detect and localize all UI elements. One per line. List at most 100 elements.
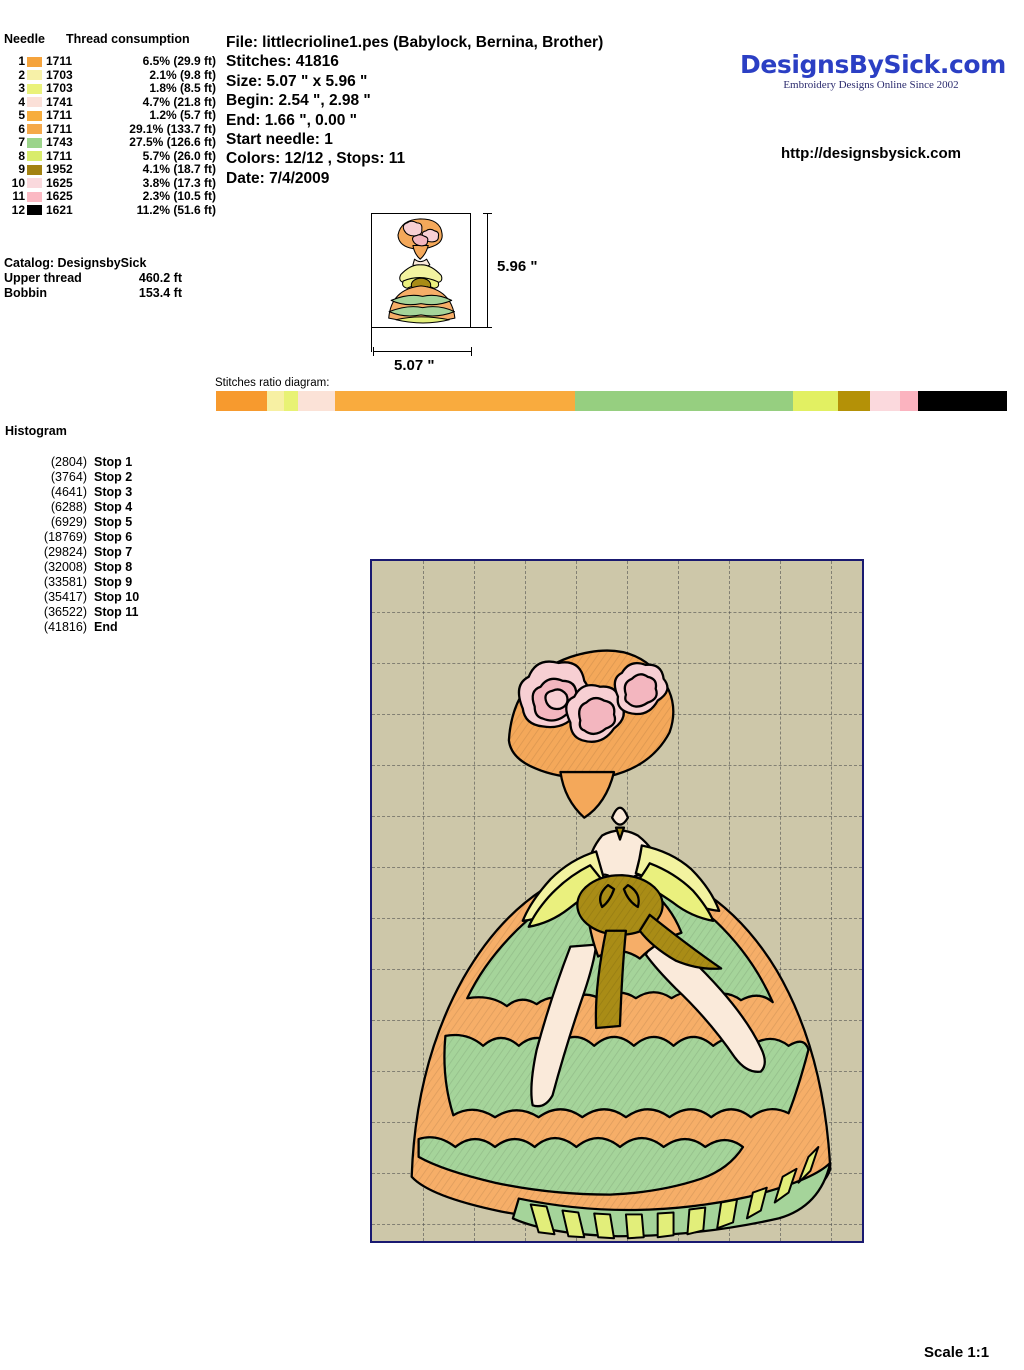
stitches-line: Stitches: 41816	[226, 53, 339, 71]
needle-index: 11	[12, 189, 25, 203]
dimension-tick-right	[471, 347, 472, 356]
grid-line-vertical	[474, 561, 475, 1241]
logo-wordmark-text: DesignsBySick.com	[740, 50, 1006, 79]
histogram-stop-label: Stop 4	[94, 500, 133, 514]
thread-code: 1741	[46, 94, 73, 109]
thread-code: 1703	[46, 81, 73, 95]
thread-color-swatch	[27, 83, 42, 94]
thread-code: 1625	[46, 175, 73, 190]
bonnet-chin	[559, 770, 616, 819]
dimension-extension-left	[371, 327, 372, 352]
needle-row: 1 1711 6.5% (29.9 ft)	[4, 54, 220, 69]
dress-hem-pleats	[511, 1146, 832, 1240]
histogram-row: (4641) Stop 3	[5, 485, 195, 500]
scale-label: Scale 1:1	[924, 1344, 990, 1361]
grid-line-vertical	[423, 561, 424, 1241]
needle-index: 1	[18, 54, 25, 68]
histogram-count: (35417)	[43, 590, 87, 604]
grid-line-vertical	[780, 561, 781, 1241]
stitches-ratio-bar	[216, 391, 1007, 411]
column-header-thread-consumption: Thread consumption	[66, 32, 190, 46]
histogram-title: Histogram	[5, 424, 67, 438]
designsbysick-logo[interactable]: DesignsBySick.com Embroidery Designs Onl…	[740, 52, 1006, 92]
site-url-text[interactable]: http://designsbysick.com	[780, 145, 962, 162]
catalog-summary: Catalog: DesignsbySick Upper thread 460.…	[4, 256, 220, 301]
dimension-line-horizontal	[373, 351, 472, 352]
design-thumbnail	[371, 213, 471, 328]
thread-code: 1711	[46, 108, 73, 122]
ratio-segment	[837, 391, 871, 411]
histogram-row: (29824) Stop 7	[5, 545, 195, 560]
needle-table-header: Needle Thread consumption	[4, 32, 220, 55]
grid-line-horizontal	[372, 612, 862, 613]
thread-code: 1711	[46, 148, 73, 163]
thread-color-swatch	[27, 178, 42, 189]
histogram-stop-label: Stop 1	[94, 455, 133, 469]
thread-amount: 6.5% (29.9 ft)	[142, 54, 216, 68]
size-line: Size: 5.07 " x 5.96 "	[226, 72, 368, 90]
begin-line: Begin: 2.54 ", 2.98 "	[226, 92, 371, 110]
needle-index: 9	[18, 162, 25, 176]
design-preview-canvas[interactable]	[370, 559, 864, 1243]
needle-row: 3 1703 1.8% (8.5 ft)	[4, 81, 220, 96]
thread-code: 1625	[46, 189, 73, 203]
column-header-needle: Needle	[4, 32, 45, 46]
histogram-stop-label: End	[94, 620, 118, 634]
ratio-segment	[575, 391, 793, 411]
thread-amount: 4.1% (18.7 ft)	[142, 162, 216, 176]
pendant	[614, 826, 626, 841]
dimension-tick-top	[483, 213, 492, 214]
thread-color-swatch	[27, 110, 42, 121]
needle-index: 4	[18, 94, 25, 109]
thread-color-swatch	[27, 151, 42, 162]
histogram-row: (32008) Stop 8	[5, 560, 195, 575]
histogram-stop-label: Stop 9	[94, 575, 133, 589]
right-arm	[644, 929, 766, 1073]
needle-index: 8	[18, 148, 25, 163]
histogram-count: (32008)	[43, 560, 87, 574]
logo-tagline: Embroidery Designs Online Since 2002	[783, 79, 959, 91]
dimension-line-vertical	[487, 213, 488, 328]
histogram-count: (4641)	[50, 485, 87, 499]
thread-amount: 3.8% (17.3 ft)	[142, 175, 216, 190]
needle-thread-table: Needle Thread consumption 1 1711 6.5% (29.…	[4, 32, 220, 217]
bobbin-label: Bobbin	[4, 286, 48, 300]
needle-index: 10	[11, 175, 25, 190]
needle-index: 3	[18, 81, 25, 95]
needle-row: 10 1625 3.8% (17.3 ft)	[4, 175, 220, 191]
histogram-row: (6288) Stop 4	[5, 500, 195, 515]
thread-color-swatch	[27, 124, 42, 135]
upper-thread-value: 460.2 ft	[138, 271, 182, 285]
thread-code: 1711	[46, 121, 73, 136]
thumbnail-frame	[371, 213, 471, 328]
histogram-count: (18769)	[43, 530, 87, 544]
histogram-count: (41816)	[43, 620, 87, 634]
histogram-stop-label: Stop 8	[94, 560, 133, 574]
thread-color-swatch	[27, 97, 42, 108]
histogram-row: (3764) Stop 2	[5, 470, 195, 485]
left-arm	[530, 943, 598, 1108]
thread-code: 1952	[46, 162, 73, 176]
needle-row: 12 1621 11.2% (51.6 ft)	[4, 203, 220, 218]
design-artwork	[410, 649, 832, 1240]
histogram-stop-label: Stop 6	[94, 530, 133, 544]
thread-amount: 2.1% (9.8 ft)	[149, 67, 216, 82]
histogram-row: (2804) Stop 1	[5, 455, 195, 470]
histogram-stop-label: Stop 2	[94, 470, 133, 484]
histogram-stop-label: Stop 10	[94, 590, 140, 604]
file-info-block: File: littlecrioline1.pes (Babylock, Ber…	[226, 33, 603, 188]
histogram-row: (36522) Stop 11	[5, 605, 195, 620]
bonnet-flowers	[517, 660, 669, 743]
thread-amount: 1.8% (8.5 ft)	[149, 81, 216, 95]
thread-amount: 5.7% (26.0 ft)	[142, 148, 216, 163]
needle-row: 4 1741 4.7% (21.8 ft)	[4, 94, 220, 110]
needle-row: 2 1703 2.1% (9.8 ft)	[4, 67, 220, 83]
upper-thread-line: Upper thread 460.2 ft	[4, 271, 220, 286]
thread-amount: 29.1% (133.7 ft)	[129, 121, 216, 136]
ratio-segment	[284, 391, 299, 411]
thread-code: 1743	[46, 135, 73, 149]
histogram-count: (29824)	[43, 545, 87, 559]
histogram-count: (2804)	[50, 455, 87, 469]
grid-line-vertical	[729, 561, 730, 1241]
histogram-row: (6929) Stop 5	[5, 515, 195, 530]
